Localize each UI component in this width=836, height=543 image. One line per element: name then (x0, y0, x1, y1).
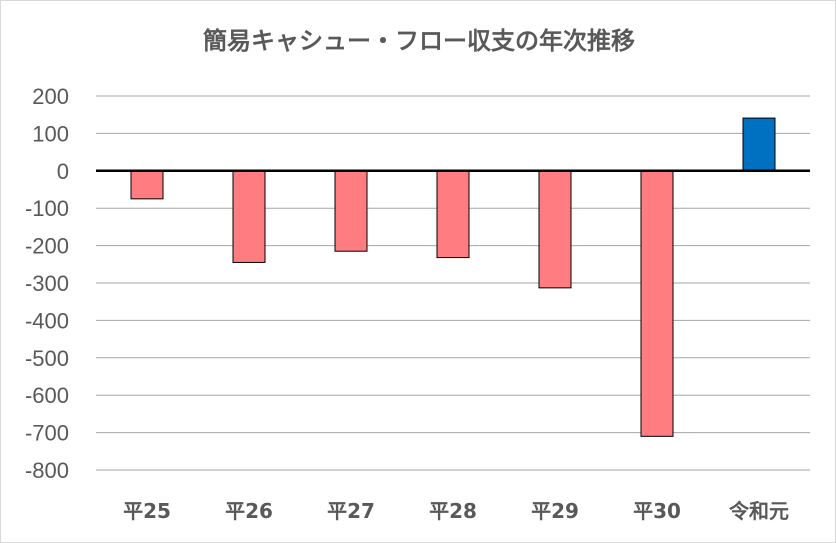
x-category-label: 平28 (429, 499, 477, 523)
x-category-label: 令和元 (729, 499, 789, 523)
bar-平30 (640, 170, 674, 437)
bar-平28 (436, 170, 470, 259)
x-category-label: 平29 (531, 499, 579, 523)
bar-平27 (334, 170, 368, 252)
y-tick-label: -600 (25, 383, 69, 408)
y-axis-tick-labels: 200 100 0 -100 -200 -300 -400 -500 -600 -700 -800 (25, 84, 69, 483)
y-tick-label: -800 (25, 458, 69, 483)
y-tick-label: -400 (25, 308, 69, 333)
x-category-label: 平30 (633, 499, 681, 523)
bar-令和元 (742, 117, 776, 172)
bars (130, 117, 776, 437)
gridlines (96, 95, 810, 471)
y-tick-label: -500 (25, 346, 69, 371)
y-tick-label: 0 (57, 159, 69, 184)
y-tick-label: 200 (32, 84, 69, 109)
bar-平25 (130, 170, 164, 200)
y-tick-label: -700 (25, 421, 69, 446)
x-category-label: 平26 (225, 499, 273, 523)
y-tick-label: -100 (25, 196, 69, 221)
y-tick-label: 100 (32, 121, 69, 146)
x-category-label: 平25 (123, 499, 171, 523)
bar-平26 (232, 170, 266, 263)
x-category-label: 平27 (327, 499, 375, 523)
x-axis-category-labels: 平25 平26 平27 平28 平29 平30 令和元 (123, 499, 789, 523)
y-tick-label: -300 (25, 271, 69, 296)
bar-平29 (538, 170, 572, 289)
chart-title: 簡易キャシュー・フロー収支の年次推移 (203, 27, 635, 55)
y-tick-label: -200 (25, 234, 69, 259)
